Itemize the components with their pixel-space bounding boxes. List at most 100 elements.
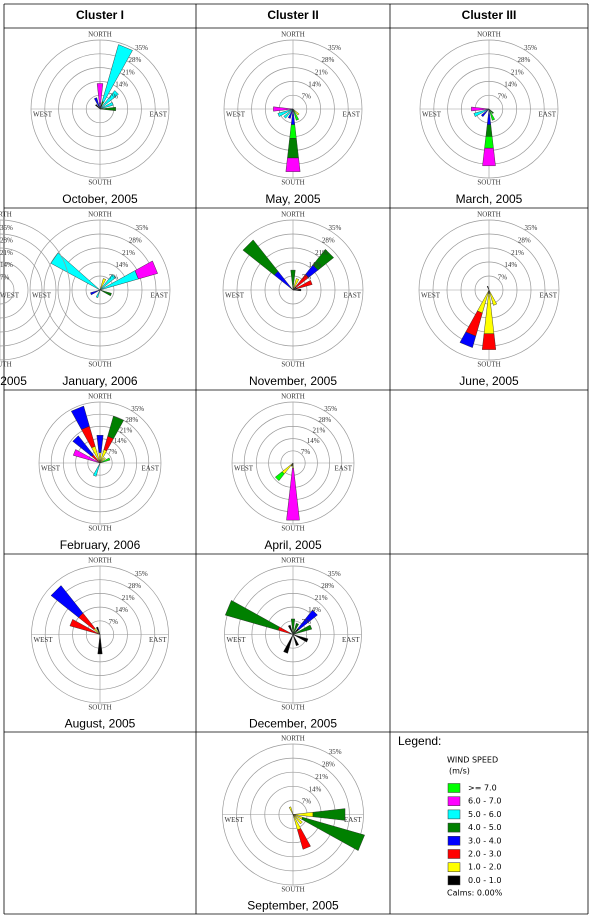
ring xyxy=(0,219,71,361)
legend-unit: (m/s) xyxy=(449,767,470,776)
compass-label: NORTH xyxy=(88,31,112,39)
compass-label: WEST xyxy=(421,292,441,300)
ring-label: 28% xyxy=(128,582,141,590)
ring-label: 7% xyxy=(498,92,508,100)
compass-label: SOUTH xyxy=(0,361,12,369)
petal-segment xyxy=(99,106,116,112)
petal-segment xyxy=(96,435,104,453)
caption: May, 2005 xyxy=(265,192,320,206)
ring-label: 28% xyxy=(321,582,334,590)
petal-segment xyxy=(107,415,124,439)
legend-calms: Calms: 0.00% xyxy=(447,889,503,898)
ring xyxy=(0,261,29,319)
petal-segment xyxy=(277,108,294,117)
petal-segment xyxy=(287,138,299,159)
petal-segment xyxy=(312,808,346,821)
petal-segment xyxy=(225,600,280,631)
compass-label: NORTH xyxy=(88,393,112,401)
compass-label: NORTH xyxy=(88,557,112,565)
petal-segment xyxy=(281,462,294,475)
petal-segment xyxy=(99,274,116,291)
compass-label: SOUTH xyxy=(477,361,500,369)
caption: December, 2005 xyxy=(249,717,337,731)
ring-label: 14% xyxy=(308,80,321,88)
petal-segment xyxy=(292,622,299,635)
petal-segment xyxy=(480,108,490,118)
ring-label: 14% xyxy=(307,437,320,445)
ring-label: 7% xyxy=(302,273,312,281)
ring-label: 35% xyxy=(136,224,149,232)
ring-label: 21% xyxy=(122,594,135,602)
compass-label: EAST xyxy=(344,292,362,300)
ring-label: 7% xyxy=(109,273,119,281)
petal-segment xyxy=(291,462,294,467)
ring-label: 28% xyxy=(128,56,141,64)
compass-label: EAST xyxy=(142,465,160,473)
legend-swatch xyxy=(447,796,461,806)
petal-segment xyxy=(99,90,119,110)
compass-label: NORTH xyxy=(477,211,501,219)
column-header: Cluster I xyxy=(76,8,124,22)
compass-label: WEST xyxy=(225,292,245,300)
petal-segment xyxy=(99,270,139,291)
legend-heading: WIND SPEED xyxy=(447,756,498,765)
ring-label: 21% xyxy=(511,249,524,257)
petal-segment xyxy=(50,585,84,618)
petal-segment xyxy=(289,124,297,139)
petal-segment xyxy=(274,471,285,482)
petal-segment xyxy=(292,108,300,121)
ring-label: 14% xyxy=(115,80,128,88)
compass-label: EAST xyxy=(335,465,353,473)
legend-label: >= 7.0 xyxy=(468,784,497,793)
ring-label: 35% xyxy=(0,224,13,232)
ring-label: 21% xyxy=(122,68,135,76)
compass-label: NORTH xyxy=(281,557,305,565)
compass-label: EAST xyxy=(343,111,361,119)
petal-segment xyxy=(287,624,294,635)
legend-label: 2.0 - 3.0 xyxy=(468,850,501,859)
ring-label: 21% xyxy=(120,426,133,434)
petal-segment xyxy=(285,157,301,172)
petal-segment xyxy=(488,108,496,121)
petal-segment xyxy=(95,626,101,635)
compass-label: SOUTH xyxy=(88,361,111,369)
petal-segment xyxy=(301,817,365,851)
petal-segment xyxy=(99,457,111,464)
ring-label: 28% xyxy=(322,236,335,244)
caption: September, 2005 xyxy=(247,899,339,913)
legend-swatch xyxy=(447,875,461,886)
compass-label: NORTH xyxy=(0,211,12,219)
compass-label: SOUTH xyxy=(281,886,304,894)
petal-segment xyxy=(292,634,309,643)
compass-label: WEST xyxy=(234,465,254,473)
compass-label: SOUTH xyxy=(281,361,304,369)
ring-label: 7% xyxy=(109,618,119,626)
compass-label: NORTH xyxy=(88,211,112,219)
petal-segment xyxy=(312,249,334,271)
compass-label: NORTH xyxy=(281,211,305,219)
ring-label: 7% xyxy=(302,618,312,626)
compass-label: EAST xyxy=(540,292,558,300)
petal-segment xyxy=(69,619,101,635)
petal-segment xyxy=(287,108,294,119)
compass-label: EAST xyxy=(539,111,557,119)
ring-label: 35% xyxy=(135,44,148,52)
compass-label: WEST xyxy=(227,636,247,644)
petal-segment xyxy=(482,147,496,167)
petal-segment xyxy=(485,124,493,137)
caption: October, 2005 xyxy=(62,192,138,206)
ring-label: 14% xyxy=(115,606,128,614)
ring-label: 28% xyxy=(517,56,530,64)
petal-segment xyxy=(481,333,497,350)
compass-label: WEST xyxy=(226,111,246,119)
petal-segment xyxy=(70,405,90,430)
legend-label: 3.0 - 4.0 xyxy=(468,836,501,845)
compass-label: EAST xyxy=(342,636,360,644)
ring-label: 35% xyxy=(329,748,342,756)
petal-segment xyxy=(273,270,291,288)
